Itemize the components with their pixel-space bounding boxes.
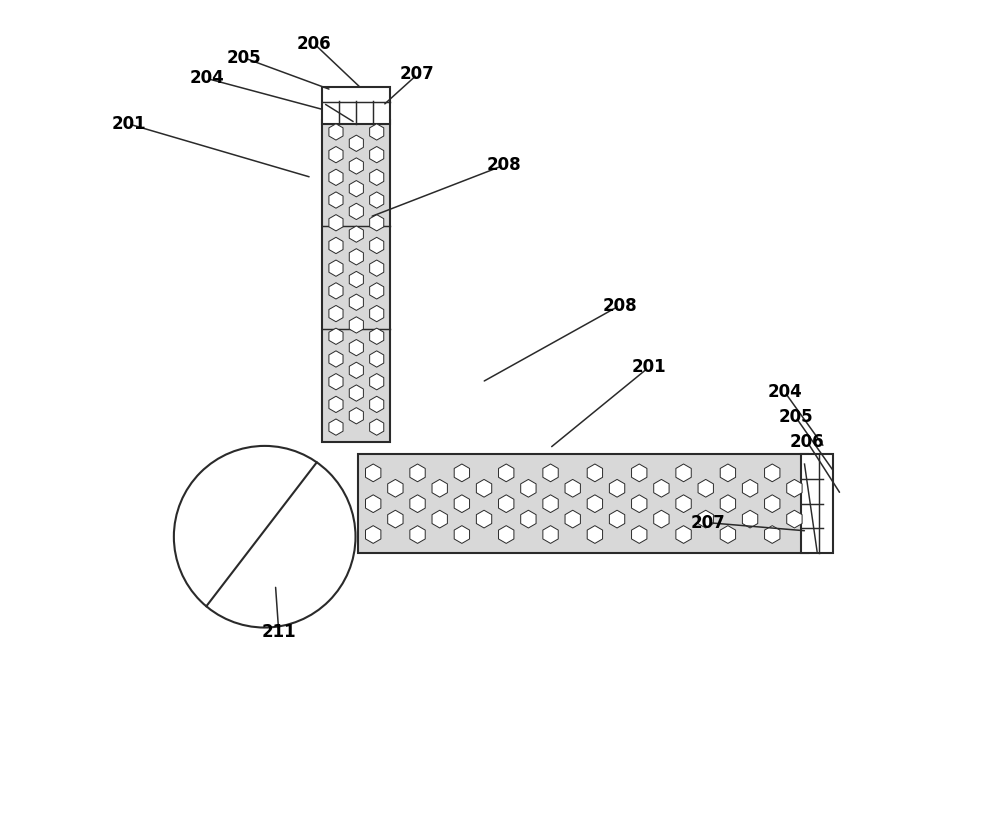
Bar: [801, 455, 833, 553]
Text: 208: 208: [487, 156, 521, 174]
Text: 205: 205: [778, 408, 813, 426]
Text: 201: 201: [111, 115, 146, 133]
Circle shape: [174, 446, 356, 627]
Text: 207: 207: [691, 514, 725, 532]
Bar: [358, 455, 808, 553]
Text: 208: 208: [602, 297, 637, 314]
Text: 206: 206: [790, 433, 824, 450]
Text: 207: 207: [400, 65, 435, 83]
Text: 204: 204: [767, 384, 802, 401]
Text: 204: 204: [190, 69, 224, 88]
Text: 201: 201: [631, 359, 666, 376]
Text: 205: 205: [227, 49, 261, 67]
Text: 206: 206: [297, 35, 332, 53]
Bar: [322, 120, 390, 442]
Text: 211: 211: [261, 623, 296, 641]
Bar: [322, 87, 390, 124]
